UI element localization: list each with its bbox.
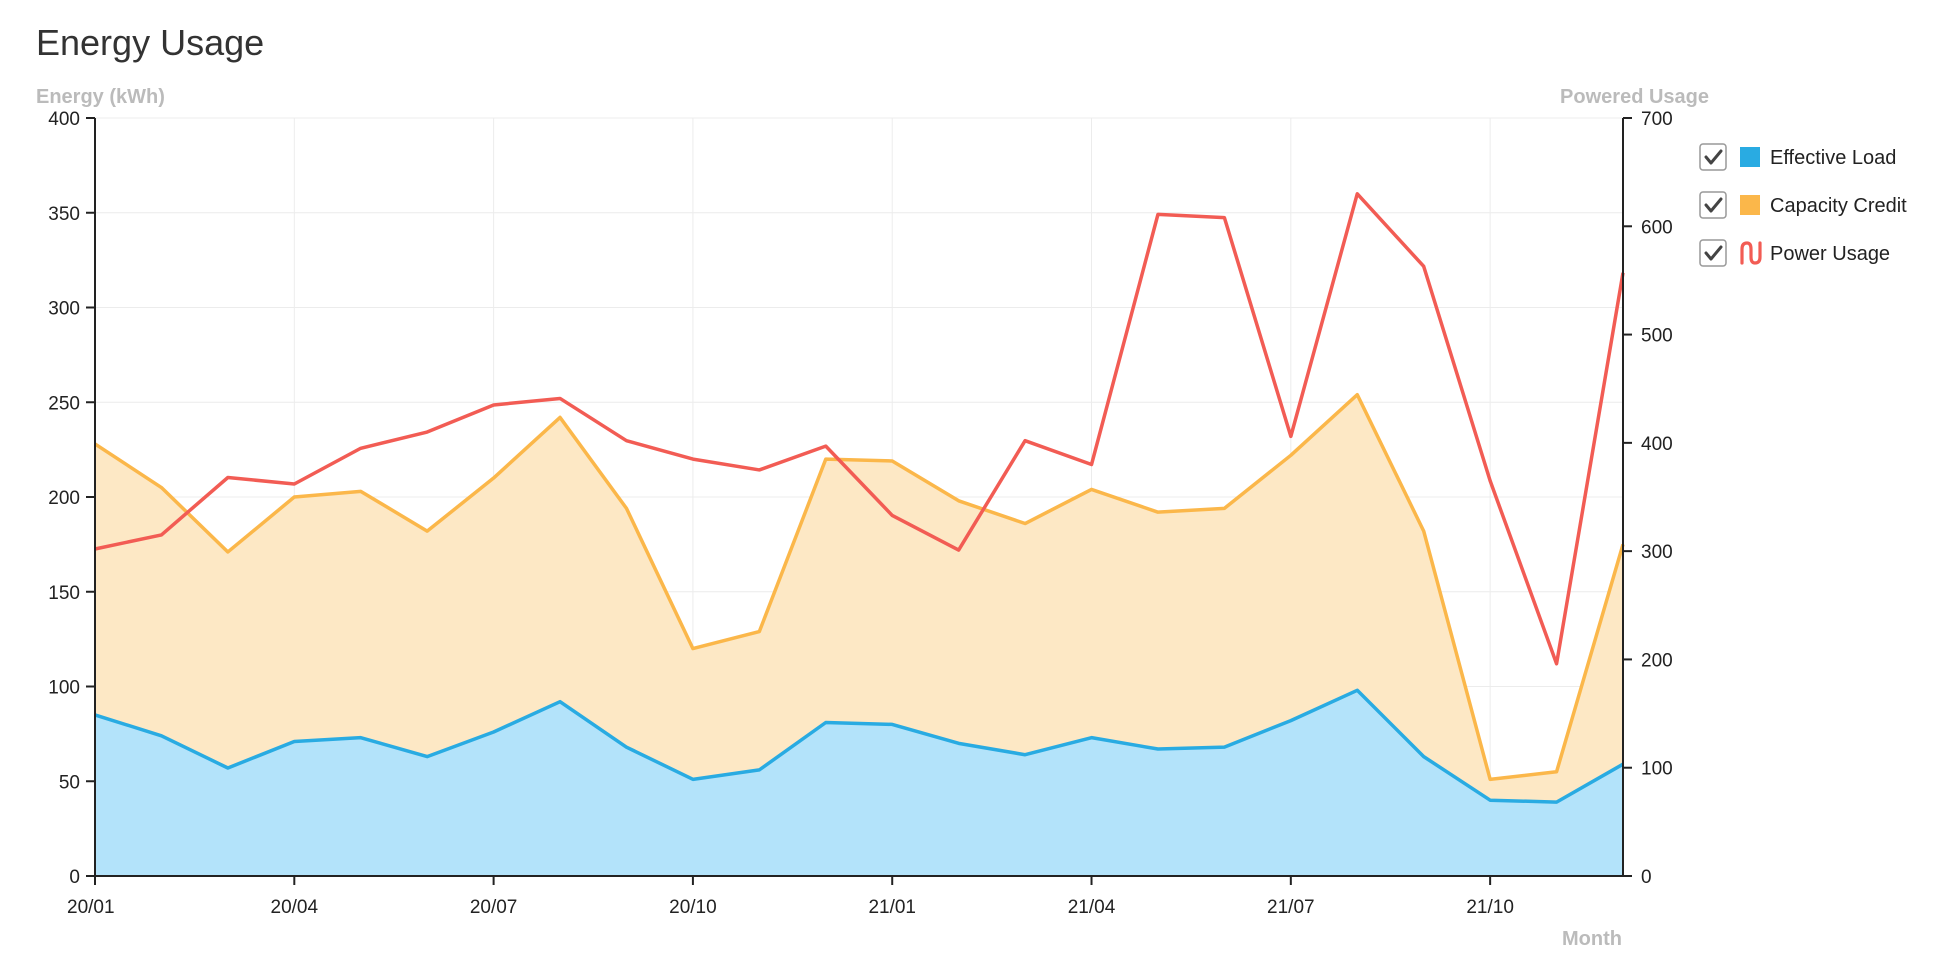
x-tick-label: 21/04 <box>1068 897 1116 918</box>
y-tick-label: 200 <box>48 488 80 509</box>
y2-tick-label: 100 <box>1641 759 1673 780</box>
legend-label: Capacity Credit <box>1770 195 1907 217</box>
check-mark-icon <box>1704 245 1723 261</box>
checkbox-checked-icon[interactable] <box>1699 191 1727 219</box>
legend-item-power-usage[interactable]: Power Usage <box>1699 239 1890 267</box>
checkbox-checked-icon[interactable] <box>1699 143 1727 171</box>
power-usage-line <box>94 192 1625 666</box>
capacity-credit-swatch <box>1740 195 1760 215</box>
effective-load-line <box>94 688 1624 804</box>
x-tick-label: 21/07 <box>1267 897 1315 918</box>
x-tick-label: 20/10 <box>669 897 717 918</box>
legend-item-effective-load[interactable]: Effective Load <box>1699 143 1896 171</box>
capacity-credit-line <box>94 392 1625 782</box>
y2-tick-label: 0 <box>1641 867 1652 888</box>
series-lines <box>94 192 1625 804</box>
y-tick-label: 0 <box>69 867 80 888</box>
y-axis-title: Energy (kWh) <box>36 86 165 108</box>
y2-tick-label: 300 <box>1641 542 1673 563</box>
y-tick-label: 100 <box>48 678 80 699</box>
y-tick-label: 350 <box>48 204 80 225</box>
y2-tick-label: 600 <box>1641 217 1673 238</box>
chart-title: Energy Usage <box>36 22 264 63</box>
y-tick-label: 250 <box>48 393 80 414</box>
x-axis-title: Month <box>1562 928 1622 950</box>
legend-item-capacity-credit[interactable]: Capacity Credit <box>1699 191 1907 219</box>
y-tick-label: 400 <box>48 109 80 130</box>
effective-load-swatch <box>1740 147 1760 167</box>
y2-axis-title: Powered Usage <box>1560 86 1709 108</box>
y2-tick-label: 200 <box>1641 650 1673 671</box>
legend-label: Power Usage <box>1770 243 1890 265</box>
legend: Effective Load Capacity Credit Power Usage <box>1699 143 1907 267</box>
axes: 0 50 100 150 200 250 300 350 400 0 100 200 300 400 500… <box>48 109 1672 918</box>
x-tick-label: 21/01 <box>868 897 916 918</box>
legend-label: Effective Load <box>1770 147 1896 169</box>
x-tick-label: 21/10 <box>1466 897 1514 918</box>
series-areas <box>95 394 1623 876</box>
y-tick-label: 50 <box>59 772 80 793</box>
x-tick-label: 20/01 <box>67 897 115 918</box>
wave-line-icon <box>1740 241 1762 265</box>
x-tick-label: 20/04 <box>271 897 319 918</box>
check-mark-icon <box>1704 197 1723 213</box>
y2-tick-label: 500 <box>1641 326 1673 347</box>
y-tick-label: 150 <box>48 583 80 604</box>
y2-tick-label: 400 <box>1641 434 1673 455</box>
y2-tick-label: 700 <box>1641 109 1673 130</box>
checkbox-checked-icon[interactable] <box>1699 239 1727 267</box>
x-tick-label: 20/07 <box>470 897 518 918</box>
check-mark-icon <box>1704 149 1723 165</box>
y-tick-label: 300 <box>48 299 80 320</box>
effective-load-area <box>95 690 1623 876</box>
